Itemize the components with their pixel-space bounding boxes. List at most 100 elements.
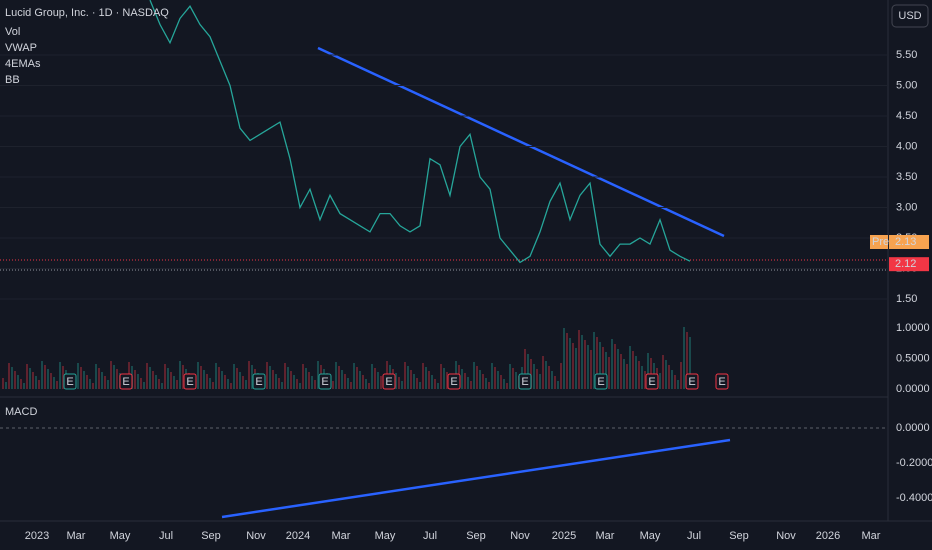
volume-bar <box>167 368 169 389</box>
volume-bar <box>314 380 316 389</box>
volume-bar <box>245 380 247 389</box>
volume-bar <box>269 366 271 389</box>
volume-bar <box>341 370 343 389</box>
earnings-marker <box>685 373 699 390</box>
earnings-marker <box>382 373 396 390</box>
volume-bar <box>50 373 52 389</box>
close-line <box>149 0 691 264</box>
volume-bar <box>539 374 541 389</box>
volume-bar <box>2 378 4 389</box>
time-tick-label: 2025 <box>552 530 576 542</box>
volume-bar <box>596 337 598 389</box>
volume-bar <box>113 365 115 389</box>
volume-bar <box>197 362 199 389</box>
volume-bar <box>116 369 118 389</box>
volume-bar <box>8 363 10 389</box>
volume-bar <box>179 361 181 389</box>
price-tick-label: 4.00 <box>896 140 917 152</box>
price-tick-label: 5.00 <box>896 79 917 91</box>
legend-item: Vol <box>5 26 20 38</box>
volume-bar <box>89 379 91 389</box>
volume-bar <box>77 363 79 389</box>
volume-bar <box>686 332 688 389</box>
volume-bar <box>296 379 298 389</box>
volume-bar <box>227 379 229 389</box>
volume-bar <box>359 371 361 389</box>
volume-bar <box>497 371 499 389</box>
volume-bar <box>380 376 382 389</box>
volume-bar <box>551 371 553 389</box>
time-tick-label: Sep <box>729 530 749 542</box>
volume-bar <box>152 371 154 389</box>
volume-bar <box>311 376 313 389</box>
volume-bar <box>677 380 679 389</box>
volume-bar <box>578 330 580 389</box>
volume-bar <box>635 356 637 389</box>
volume-bar <box>398 377 400 389</box>
time-tick-label: Jul <box>423 530 437 542</box>
volume-bar <box>182 365 184 389</box>
volume-bar <box>584 340 586 389</box>
volume-bar <box>266 362 268 389</box>
volume-bar <box>26 364 28 389</box>
volume-bar <box>626 364 628 389</box>
volume-bar <box>581 335 583 389</box>
volume-bar <box>413 374 415 389</box>
volume-bar <box>47 369 49 389</box>
volume-bar <box>542 356 544 389</box>
volume-bar <box>203 370 205 389</box>
price-tick-label: 3.50 <box>896 171 917 183</box>
volume-bar <box>614 344 616 389</box>
trendline-up[interactable] <box>221 438 731 519</box>
volume-bar <box>83 371 85 389</box>
volume-bar <box>161 383 163 389</box>
volume-bar <box>284 363 286 389</box>
volume-bar <box>368 383 370 389</box>
trendline-down[interactable] <box>317 46 725 238</box>
time-tick-label: Sep <box>466 530 486 542</box>
volume-bar <box>248 361 250 389</box>
macd-tick-label: -0.4000 <box>896 492 932 504</box>
volume-bar <box>611 339 613 389</box>
volume-bar <box>512 368 514 389</box>
volume-bar <box>428 371 430 389</box>
last-price-box <box>889 257 929 272</box>
volume-bar <box>545 361 547 389</box>
volume-bar <box>572 343 574 389</box>
volume-bar <box>134 370 136 389</box>
volume-bar <box>299 383 301 389</box>
volume-bar <box>683 327 685 389</box>
volume-bar <box>5 382 7 389</box>
volume-tick-label: 1.0000 <box>896 322 930 334</box>
macd-tick-label: -0.2000 <box>896 457 932 469</box>
earnings-label: E <box>255 376 262 388</box>
volume-bar <box>335 362 337 389</box>
volume-bar <box>305 368 307 389</box>
volume-bar <box>644 371 646 389</box>
volume-bar <box>605 352 607 389</box>
volume-bar <box>176 380 178 389</box>
volume-bar <box>536 369 538 389</box>
volume-bar <box>140 378 142 389</box>
volume-bar <box>221 371 223 389</box>
volume-bar <box>230 383 232 389</box>
volume-bar <box>104 376 106 389</box>
volume-bar <box>14 371 16 389</box>
earnings-marker <box>645 373 659 390</box>
volume-bar <box>566 333 568 389</box>
volume-bar <box>209 378 211 389</box>
volume-bar <box>56 381 58 389</box>
currency-button[interactable] <box>891 4 929 28</box>
volume-bar <box>23 383 25 389</box>
earnings-label: E <box>450 376 457 388</box>
legend-item: 4EMAs <box>5 58 41 70</box>
earnings-marker <box>63 373 77 390</box>
volume-bar <box>332 381 334 389</box>
volume-bar <box>242 376 244 389</box>
volume-bar <box>560 363 562 389</box>
volume-bar <box>416 378 418 389</box>
volume-bar <box>419 382 421 389</box>
time-tick-label: May <box>375 530 396 542</box>
volume-bar <box>59 362 61 389</box>
